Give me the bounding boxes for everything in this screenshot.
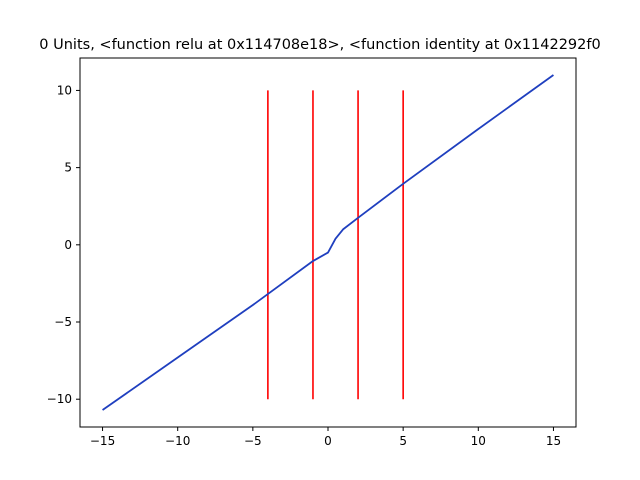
- axes: −15 −10 −5 0 5 10 15 −10 −5 0 5 10: [47, 57, 577, 448]
- x-tick-label: 0: [324, 434, 332, 448]
- x-tick-label: 5: [399, 434, 407, 448]
- plot-area: [102, 74, 554, 411]
- x-tick-label: −15: [90, 434, 115, 448]
- x-tick-label: −5: [244, 434, 262, 448]
- y-tick-label: 0: [64, 238, 72, 252]
- y-tick-label: −5: [54, 315, 72, 329]
- chart-title: 0 Units, <function relu at 0x114708e18>,…: [39, 37, 600, 53]
- series-line-0: [102, 74, 554, 411]
- y-tick-label: 5: [64, 161, 72, 175]
- x-tick-label: 10: [471, 434, 486, 448]
- x-tick-label: −10: [165, 434, 190, 448]
- y-tick-label: −10: [47, 392, 72, 406]
- x-tick-label: 15: [546, 434, 561, 448]
- y-tick-label: 10: [57, 83, 72, 97]
